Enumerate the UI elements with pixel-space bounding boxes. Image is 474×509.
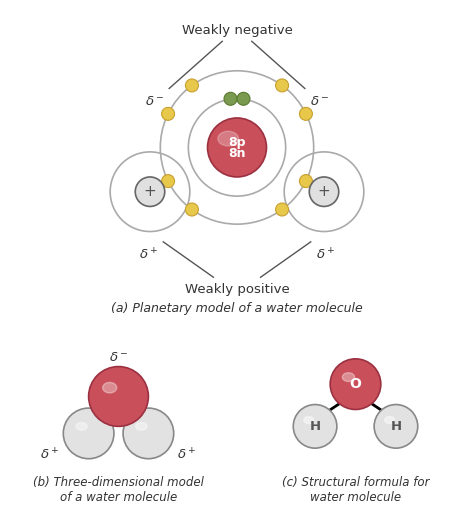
Text: $\delta^-$: $\delta^-$ <box>310 95 329 108</box>
Circle shape <box>309 177 339 207</box>
Circle shape <box>89 366 148 427</box>
Circle shape <box>162 107 174 120</box>
Text: O: O <box>349 377 362 391</box>
Text: H: H <box>310 420 320 433</box>
Circle shape <box>135 177 165 207</box>
Circle shape <box>64 408 114 459</box>
Text: (a) Planetary model of a water molecule: (a) Planetary model of a water molecule <box>111 302 363 315</box>
Text: +: + <box>144 184 156 199</box>
Ellipse shape <box>103 382 117 393</box>
Ellipse shape <box>136 422 147 430</box>
Circle shape <box>224 92 237 105</box>
Circle shape <box>237 92 250 105</box>
Text: H: H <box>391 420 401 433</box>
Text: $\delta^+$: $\delta^+$ <box>316 247 335 263</box>
Circle shape <box>275 79 289 92</box>
Circle shape <box>293 405 337 448</box>
Circle shape <box>330 359 381 409</box>
Circle shape <box>300 175 312 188</box>
Ellipse shape <box>342 373 355 382</box>
Text: (b) Three-dimensional model
of a water molecule: (b) Three-dimensional model of a water m… <box>33 475 204 504</box>
Text: $\delta^+$: $\delta^+$ <box>40 447 60 462</box>
Text: $\delta^+$: $\delta^+$ <box>177 447 197 462</box>
Circle shape <box>300 107 312 120</box>
Text: 8p: 8p <box>228 136 246 149</box>
Circle shape <box>185 203 199 216</box>
Ellipse shape <box>385 416 394 423</box>
Text: +: + <box>318 184 330 199</box>
Text: $\delta^-$: $\delta^-$ <box>145 95 164 108</box>
Ellipse shape <box>304 416 314 423</box>
Circle shape <box>374 405 418 448</box>
Ellipse shape <box>76 422 87 430</box>
Circle shape <box>162 175 174 188</box>
Circle shape <box>185 79 199 92</box>
Text: Weakly negative: Weakly negative <box>182 24 292 38</box>
Text: Weakly positive: Weakly positive <box>185 282 289 296</box>
Ellipse shape <box>218 131 238 146</box>
Circle shape <box>123 408 173 459</box>
Text: $\delta^-$: $\delta^-$ <box>109 351 128 364</box>
Text: (c) Structural formula for
water molecule: (c) Structural formula for water molecul… <box>282 475 429 504</box>
Circle shape <box>208 118 266 177</box>
Text: 8n: 8n <box>228 148 246 160</box>
Circle shape <box>275 203 289 216</box>
Text: $\delta^+$: $\delta^+$ <box>139 247 158 263</box>
